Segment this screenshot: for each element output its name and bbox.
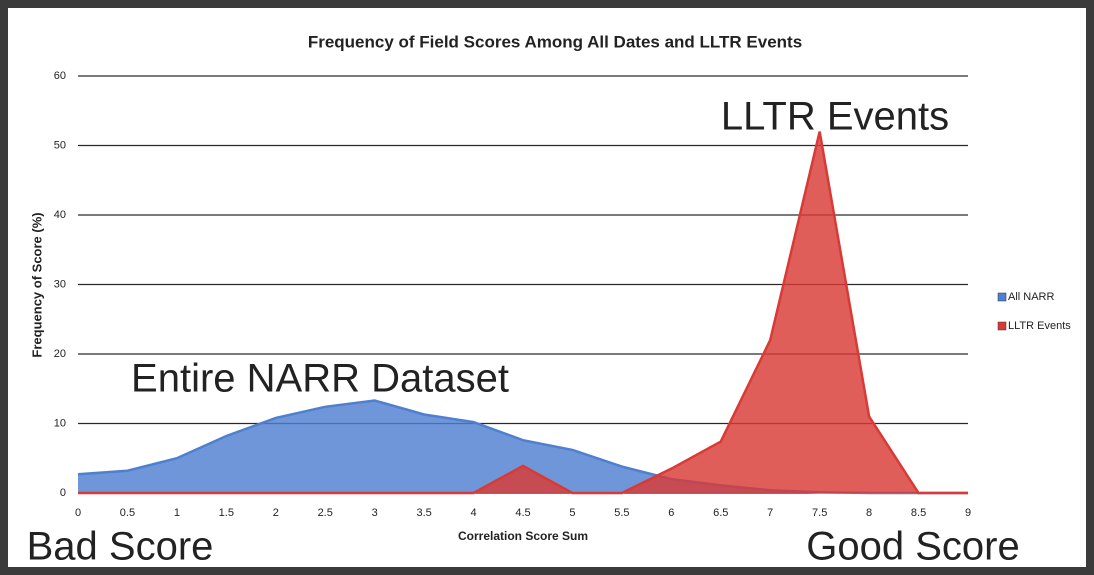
y-tick-label: 20: [54, 348, 66, 360]
x-tick-label: 5: [569, 507, 575, 519]
annotation: Good Score: [806, 525, 1019, 569]
legend-swatch: [997, 292, 1007, 302]
y-tick-label: 30: [54, 278, 66, 290]
x-tick-label: 0.5: [120, 507, 135, 519]
y-tick-label: 0: [60, 487, 66, 499]
y-tick-label: 40: [54, 209, 66, 221]
annotation: LLTR Events: [721, 95, 949, 139]
annotation: Bad Score: [27, 525, 214, 569]
x-tick-label: 1: [174, 507, 180, 519]
annotation: Entire NARR Dataset: [131, 357, 509, 401]
chart-title: Frequency of Field Scores Among All Date…: [308, 32, 802, 51]
x-tick-label: 1.5: [219, 507, 234, 519]
area: [78, 131, 968, 493]
x-tick-label: 4.5: [515, 507, 530, 519]
y-tick-label: 50: [54, 139, 66, 151]
y-axis-label: Frequency of Score (%): [29, 212, 44, 357]
legend-label: All NARR: [1008, 291, 1055, 303]
x-tick-label: 8: [866, 507, 872, 519]
x-axis-label: Correlation Score Sum: [458, 529, 588, 543]
x-tick-label: 3.5: [416, 507, 431, 519]
legend-label: LLTR Events: [1008, 320, 1071, 332]
y-tick-label: 60: [54, 70, 66, 82]
area: [78, 400, 968, 493]
x-tick-label: 8.5: [911, 507, 926, 519]
y-tick-label: 10: [54, 417, 66, 429]
x-tick-label: 2: [273, 507, 279, 519]
x-tick-label: 2.5: [318, 507, 333, 519]
x-tick-label: 4: [470, 507, 476, 519]
series-line: [78, 131, 968, 495]
x-tick-label: 5.5: [614, 507, 629, 519]
legend-swatch: [997, 321, 1007, 331]
x-tick-label: 9: [965, 507, 971, 519]
x-tick-label: 3: [372, 507, 378, 519]
x-tick-label: 7.5: [812, 507, 827, 519]
x-tick-label: 6: [668, 507, 674, 519]
x-tick-label: 0: [75, 507, 81, 519]
x-tick-label: 6.5: [713, 507, 728, 519]
x-tick-label: 7: [767, 507, 773, 519]
